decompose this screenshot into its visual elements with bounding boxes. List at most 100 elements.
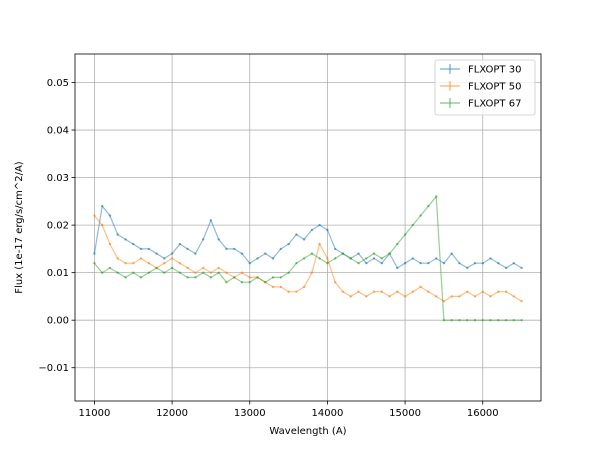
data-point [194, 252, 197, 255]
data-point [163, 262, 166, 265]
data-point [116, 257, 119, 260]
data-point [473, 262, 477, 265]
data-point [357, 252, 360, 255]
data-point [520, 266, 523, 270]
data-point [271, 257, 275, 260]
data-point [256, 257, 259, 260]
data-point [504, 319, 508, 322]
y-tick-label: 0.02 [47, 221, 69, 232]
data-point [202, 266, 205, 270]
data-point [93, 262, 96, 265]
data-point [217, 271, 220, 274]
series-3 [93, 195, 523, 322]
series-layer [93, 195, 523, 322]
data-point [163, 257, 166, 260]
plot-frame [74, 53, 542, 402]
data-point [147, 271, 150, 274]
data-point [388, 252, 391, 255]
data-point [341, 290, 345, 293]
series-line [93, 195, 522, 321]
data-point [349, 295, 352, 298]
data-point [427, 262, 430, 265]
data-point [256, 276, 259, 279]
data-point [139, 276, 143, 279]
data-point [240, 281, 244, 284]
data-point [202, 271, 205, 274]
data-point [93, 214, 96, 217]
data-point [372, 257, 376, 260]
data-point [155, 252, 158, 255]
data-point [380, 257, 383, 260]
data-point [396, 290, 399, 293]
data-point [163, 271, 166, 274]
data-point [481, 319, 484, 322]
data-point [481, 262, 484, 265]
data-point [326, 262, 329, 265]
data-point [411, 257, 414, 260]
y-tick-label: 0.01 [47, 268, 69, 279]
data-point [302, 257, 306, 260]
data-point [380, 290, 383, 293]
data-point [155, 266, 158, 270]
data-point [466, 290, 469, 293]
data-point [287, 242, 290, 246]
data-point [271, 285, 275, 289]
data-point [264, 281, 267, 284]
data-point [225, 247, 228, 251]
x-tick-label: 13000 [234, 408, 266, 419]
data-point [473, 319, 477, 322]
data-point [147, 262, 150, 265]
data-point [132, 242, 135, 246]
data-point [302, 238, 306, 241]
data-point [178, 262, 182, 265]
data-point [279, 247, 282, 251]
data-point [170, 252, 174, 255]
data-point [287, 290, 290, 293]
data-point [365, 257, 368, 260]
data-point [512, 295, 515, 298]
data-point [101, 223, 104, 227]
data-point [279, 276, 282, 279]
data-point [101, 271, 104, 274]
data-point [124, 262, 127, 265]
data-point [458, 319, 461, 322]
data-point [194, 276, 197, 279]
data-point [271, 276, 275, 279]
data-point [489, 319, 492, 322]
data-point [450, 295, 453, 298]
data-point [116, 271, 119, 274]
x-axis-label: Wavelength (A) [269, 426, 346, 437]
data-point [287, 271, 290, 274]
data-point [318, 242, 321, 246]
data-point [396, 266, 399, 270]
data-point [318, 223, 321, 227]
data-point [116, 233, 119, 236]
data-point [108, 242, 112, 246]
y-tick-label: 0.05 [47, 78, 69, 89]
data-point [178, 271, 182, 274]
legend-box [434, 59, 536, 116]
data-point [497, 262, 500, 265]
data-point [497, 290, 500, 293]
data-point [217, 266, 220, 270]
data-point [473, 295, 477, 298]
data-point [365, 295, 368, 298]
data-point [170, 257, 174, 260]
data-point [442, 319, 446, 322]
data-point [326, 228, 329, 232]
legend-item: FLXOPT 30 [440, 64, 521, 76]
data-point [365, 262, 368, 265]
y-tick-labels: −0.01 0.00 0.01 0.02 0.03 0.04 0.05 [38, 78, 69, 374]
data-point [435, 257, 438, 260]
data-point [419, 262, 422, 265]
data-point [403, 233, 407, 236]
data-point [295, 233, 298, 236]
x-tick-label: 14000 [312, 408, 344, 419]
legend-label: FLXOPT 50 [468, 82, 521, 93]
data-point [357, 290, 360, 293]
series-line [93, 215, 522, 302]
data-point [458, 262, 461, 265]
series-1 [93, 204, 523, 270]
data-point [194, 271, 197, 274]
data-point [497, 319, 500, 322]
